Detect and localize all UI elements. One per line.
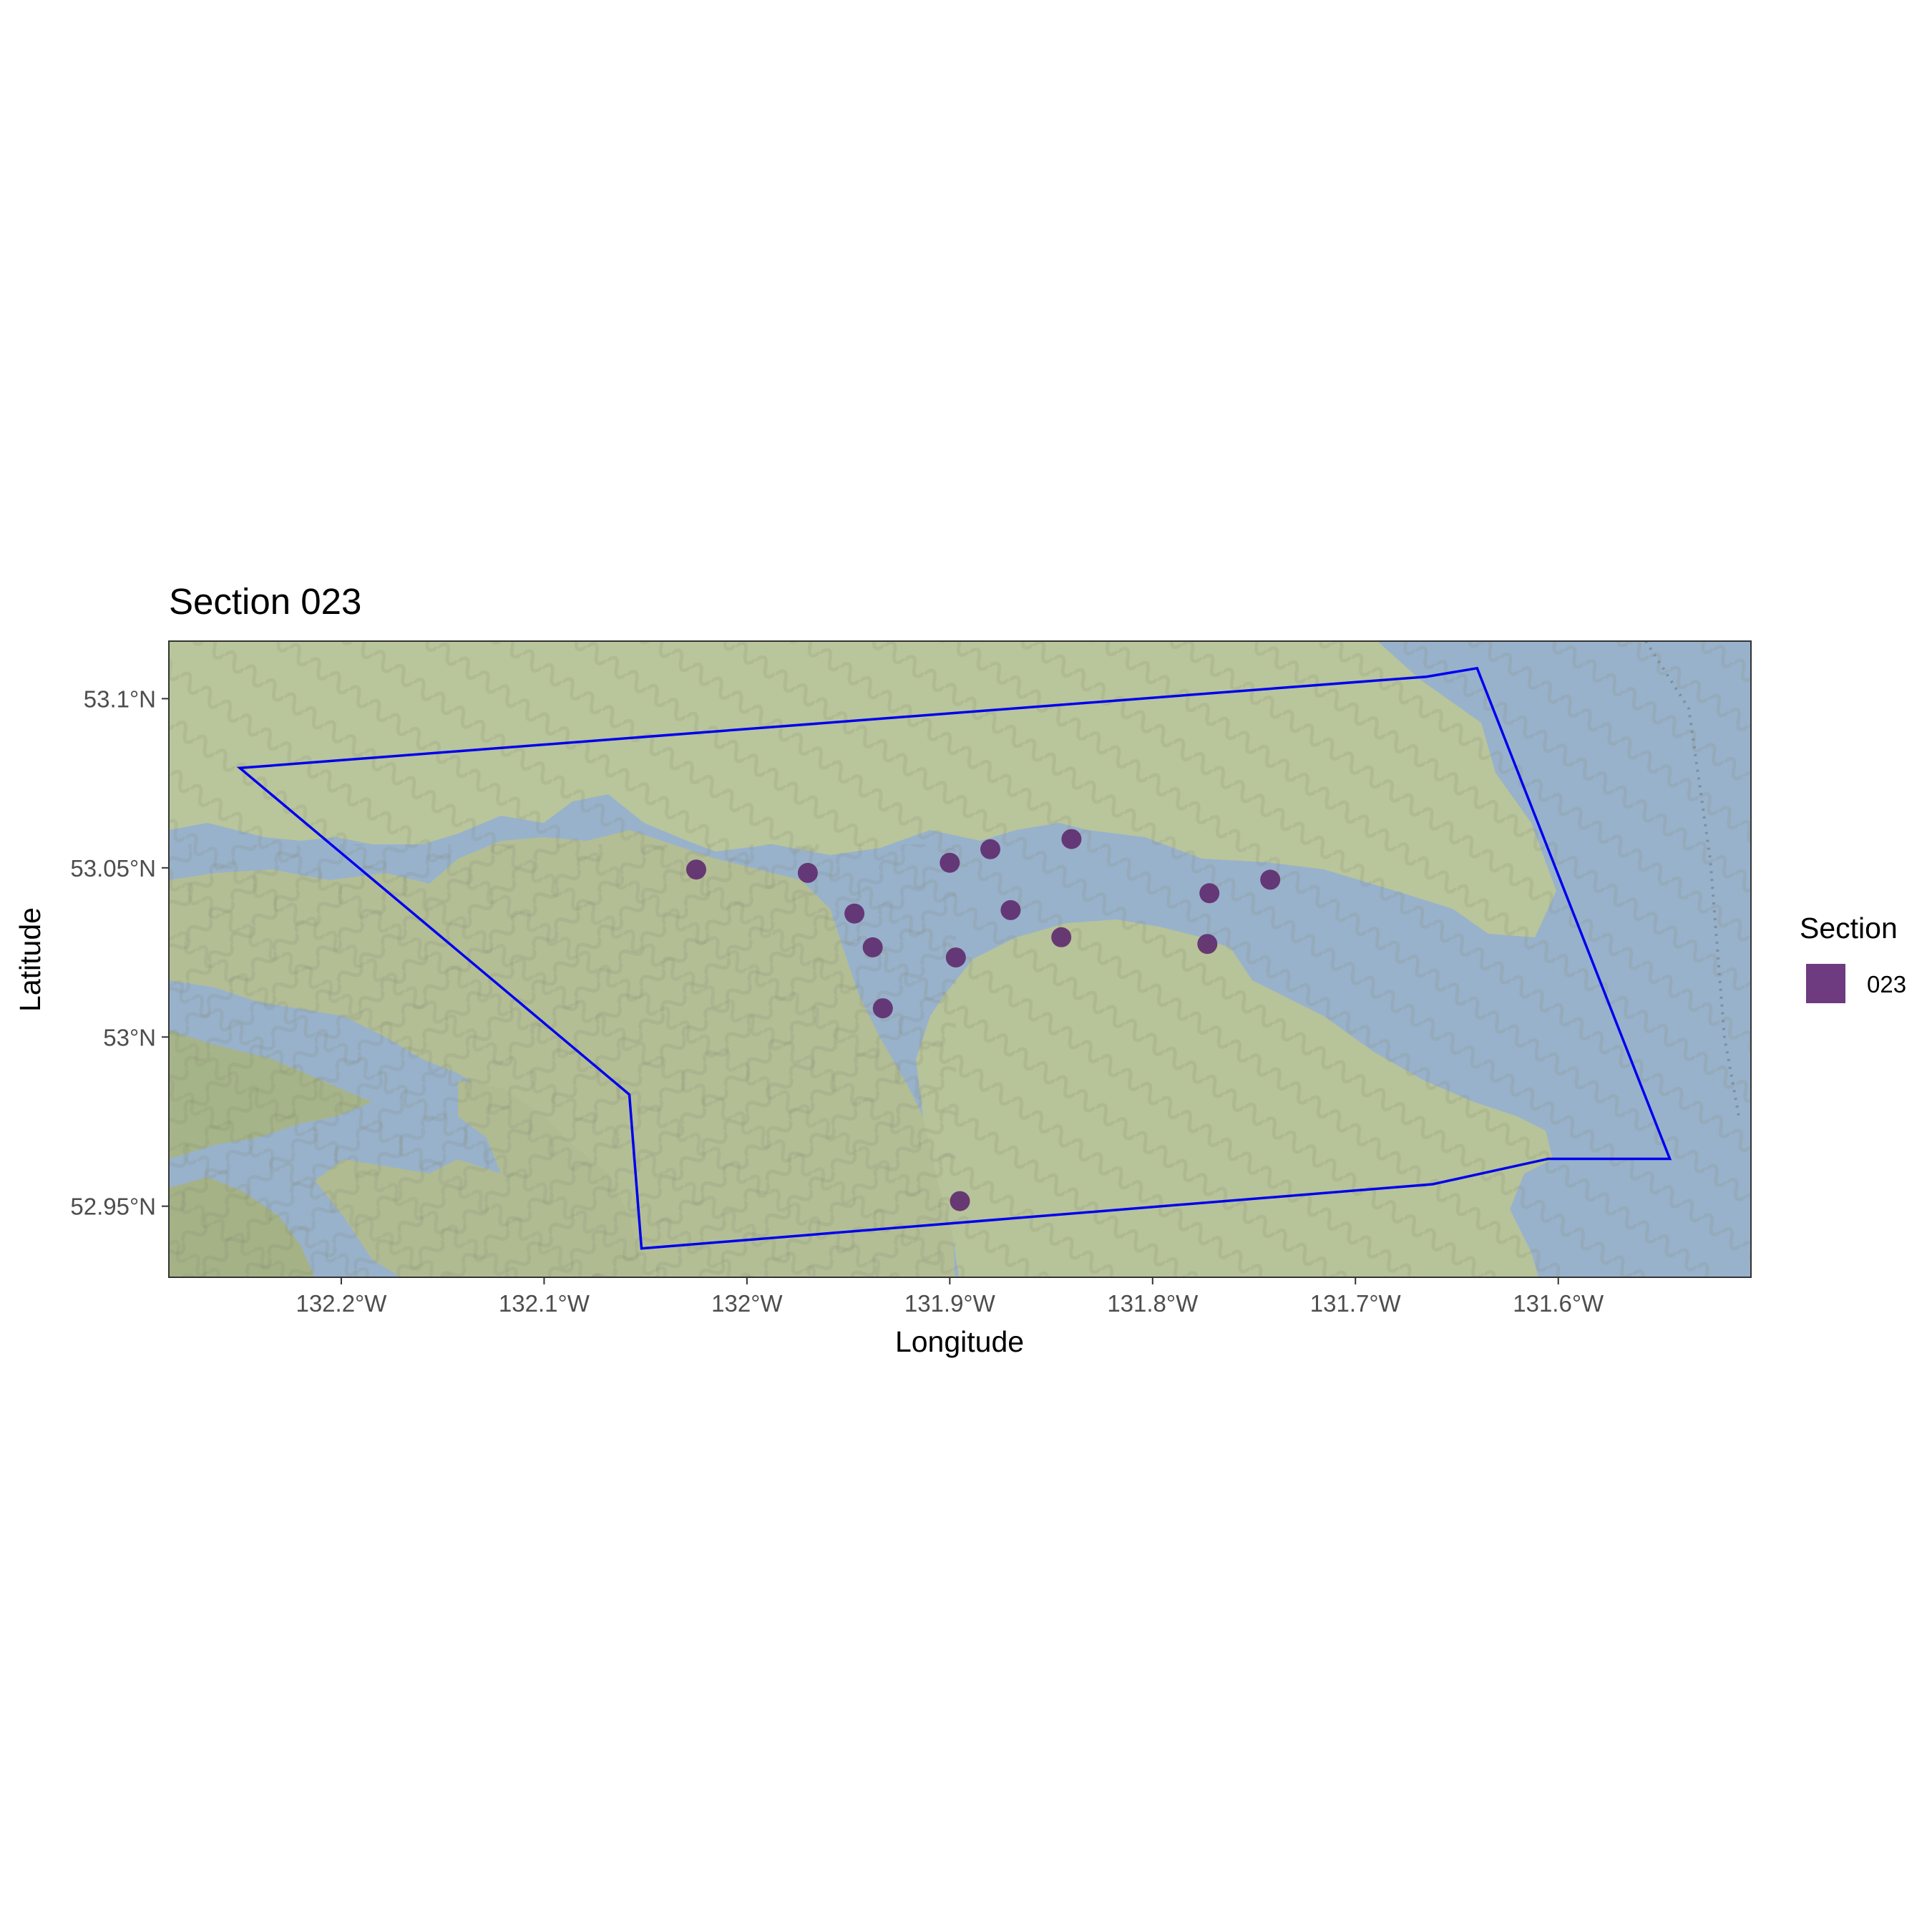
- x-tick-label-4: 131.9°W: [904, 1290, 996, 1317]
- data-point-1: [686, 859, 706, 880]
- data-point-6: [940, 852, 960, 873]
- data-point-2: [797, 862, 818, 883]
- data-point-4: [862, 937, 883, 957]
- boundary-polygon: [236, 666, 1672, 1250]
- data-point-3: [844, 903, 865, 924]
- plot-title: Section 023: [169, 581, 361, 622]
- legend-key-023: [1806, 964, 1845, 1003]
- data-point-10: [945, 947, 966, 968]
- x-tick-label-7: 131.6°W: [1513, 1290, 1604, 1317]
- x-tick-label-1: 132.2°W: [296, 1290, 387, 1317]
- boundary-layer: [236, 666, 1672, 1250]
- data-point-9: [1000, 899, 1021, 920]
- legend-label-023: 023: [1867, 971, 1906, 997]
- x-tick-label-5: 131.8°W: [1107, 1290, 1199, 1317]
- data-point-12: [1199, 883, 1220, 904]
- panel-frame: [168, 640, 1752, 1278]
- data-point-5: [872, 998, 893, 1019]
- x-tick-label-3: 132°W: [711, 1290, 783, 1317]
- terrain-shading-2: [169, 844, 956, 1277]
- data-point-13: [1197, 934, 1218, 955]
- data-point-11: [1051, 927, 1072, 947]
- x-tick-label-6: 131.7°W: [1310, 1290, 1402, 1317]
- legend-title: Section: [1800, 912, 1898, 945]
- points-layer: [686, 829, 1281, 1211]
- data-point-15: [950, 1191, 970, 1211]
- y-tick-label-3: 53.05°N: [70, 855, 156, 882]
- y-axis-title: Latitude: [14, 907, 47, 1012]
- y-tick-label-4: 53.1°N: [84, 686, 156, 712]
- data-point-8: [1061, 829, 1082, 849]
- data-point-7: [980, 839, 1000, 859]
- x-axis: 132.2°W 132.1°W 132°W 131.9°W 131.8°W 131.7°W…: [296, 1277, 1604, 1317]
- x-axis-title: Longitude: [895, 1325, 1024, 1358]
- x-tick-label-2: 132.1°W: [499, 1290, 590, 1317]
- legend: Section 023: [1800, 912, 1906, 1003]
- y-tick-label-2: 53°N: [103, 1024, 156, 1050]
- y-tick-label-1: 52.95°N: [70, 1194, 156, 1220]
- data-point-14: [1260, 869, 1281, 890]
- y-axis: 52.95°N 53°N 53.05°N 53.1°N: [70, 686, 169, 1220]
